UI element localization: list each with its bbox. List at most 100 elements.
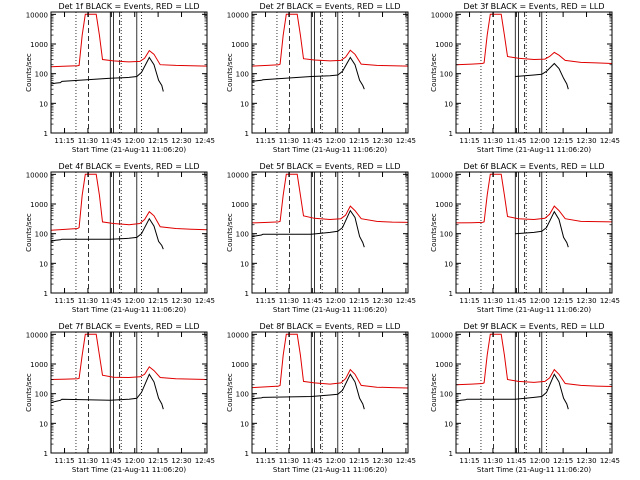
- series-lld-line: [456, 173, 612, 224]
- y-axis-label: Counts/sec: [430, 373, 438, 412]
- y-tick-label: 1: [449, 130, 453, 138]
- y-tick-label: 1000: [231, 201, 249, 209]
- y-axis-label: Counts/sec: [226, 373, 234, 412]
- x-tick-label: 12:15: [349, 137, 369, 145]
- x-tick-label: 11:30: [78, 457, 98, 465]
- plot-area: [51, 332, 207, 453]
- y-tick-label: 1000: [435, 201, 453, 209]
- x-tick-label: 11:30: [483, 457, 503, 465]
- x-tick-label: 12:00: [530, 297, 550, 305]
- x-tick-label: 11:15: [54, 137, 74, 145]
- y-tick-label: 10: [444, 100, 453, 108]
- y-tick-label: 10: [39, 260, 48, 268]
- chart-panel-7: Det 7f BLACK = Events, RED = LLD 1 10 100 10…: [25, 322, 215, 474]
- series-lld-line: [51, 13, 207, 68]
- x-tick-label: 11:45: [302, 457, 322, 465]
- x-tick-label: 12:15: [349, 297, 369, 305]
- plot-frame: [251, 11, 409, 134]
- x-tick-label: 11:30: [279, 457, 299, 465]
- x-tick-label: 11:15: [459, 137, 479, 145]
- x-axis-label: Start Time (21-Aug-11 11:06:20): [72, 306, 186, 314]
- chart-panel-1: Det 1f BLACK = Events, RED = LLD 1 10 100 10…: [25, 2, 215, 154]
- y-tick-label: 100: [440, 391, 453, 399]
- series-events-line: [252, 56, 365, 90]
- y-axis-label: Counts/sec: [226, 53, 234, 92]
- x-tick-label: 11:45: [101, 457, 121, 465]
- plot-area: [456, 172, 612, 293]
- x-tick-label: 12:30: [576, 137, 596, 145]
- x-tick-label: 11:45: [101, 297, 121, 305]
- y-tick-label: 100: [35, 391, 48, 399]
- plot-area: [252, 172, 408, 293]
- x-axis-label: Start Time (21-Aug-11 11:06:20): [72, 466, 186, 474]
- x-tick-label: 11:30: [279, 137, 299, 145]
- plot-frame: [50, 11, 208, 134]
- y-tick-label: 100: [440, 231, 453, 239]
- chart-panel-4: Det 4f BLACK = Events, RED = LLD 1 10 100 10…: [25, 162, 215, 314]
- x-tick-label: 12:15: [349, 457, 369, 465]
- x-axis-label: Start Time (21-Aug-11 11:06:20): [273, 146, 387, 154]
- plot-area: [456, 12, 612, 133]
- chart-title: Det 2f BLACK = Events, RED = LLD: [259, 2, 400, 11]
- y-tick-label: 1: [44, 450, 48, 458]
- x-tick-label: 12:45: [600, 457, 620, 465]
- plot-area: [51, 12, 207, 133]
- series-lld-line: [252, 333, 408, 389]
- x-tick-label: 11:15: [54, 297, 74, 305]
- x-tick-label: 11:30: [483, 137, 503, 145]
- x-tick-label: 12:15: [553, 297, 573, 305]
- chart-panel-6: Det 6f BLACK = Events, RED = LLD 1 10 100 10…: [430, 162, 620, 314]
- x-tick-label: 11:45: [506, 457, 526, 465]
- plot-frame: [251, 171, 409, 294]
- x-tick-label: 12:15: [148, 137, 168, 145]
- y-tick-label: 10: [444, 260, 453, 268]
- y-tick-label: 1000: [231, 41, 249, 49]
- y-tick-label: 10000: [227, 11, 249, 19]
- x-tick-label: 12:30: [171, 297, 191, 305]
- plot-area: [252, 12, 408, 133]
- y-tick-label: 1: [245, 130, 249, 138]
- y-axis-label: Counts/sec: [430, 53, 438, 92]
- y-tick-label: 10000: [26, 11, 48, 19]
- x-axis-label: Start Time (21-Aug-11 11:06:20): [477, 306, 591, 314]
- y-tick-label: 10: [240, 420, 249, 428]
- x-tick-label: 11:45: [101, 137, 121, 145]
- series-lld-line: [252, 173, 408, 224]
- y-tick-label: 10: [39, 100, 48, 108]
- x-axis-label: Start Time (21-Aug-11 11:06:20): [72, 146, 186, 154]
- plot-area: [456, 332, 612, 453]
- x-tick-label: 12:30: [372, 297, 392, 305]
- y-tick-label: 100: [35, 231, 48, 239]
- y-tick-label: 1: [449, 450, 453, 458]
- y-tick-label: 1: [44, 290, 48, 298]
- chart-panel-9: Det 9f BLACK = Events, RED = LLD 1 10 100 10…: [430, 322, 620, 474]
- series-lld-line: [456, 333, 612, 387]
- y-tick-label: 100: [236, 391, 249, 399]
- series-lld-line: [456, 13, 612, 66]
- x-tick-label: 12:30: [372, 137, 392, 145]
- plot-frame: [50, 331, 208, 454]
- y-tick-label: 1000: [30, 201, 48, 209]
- series-events-line: [515, 62, 569, 90]
- series-lld-line: [252, 13, 408, 67]
- x-tick-label: 11:15: [459, 457, 479, 465]
- x-tick-label: 11:30: [279, 297, 299, 305]
- y-axis-label: Counts/sec: [25, 213, 33, 252]
- x-tick-label: 11:15: [255, 137, 275, 145]
- x-tick-label: 12:45: [600, 137, 620, 145]
- plot-frame: [455, 171, 613, 294]
- y-tick-label: 10000: [431, 11, 453, 19]
- x-tick-label: 11:30: [483, 297, 503, 305]
- x-tick-label: 12:15: [148, 457, 168, 465]
- x-axis-label: Start Time (21-Aug-11 11:06:20): [273, 306, 387, 314]
- x-tick-label: 12:45: [396, 137, 416, 145]
- x-tick-label: 12:00: [326, 137, 346, 145]
- x-tick-label: 12:45: [195, 457, 215, 465]
- y-axis-label: Counts/sec: [430, 213, 438, 252]
- x-tick-label: 12:45: [396, 457, 416, 465]
- chart-title: Det 9f BLACK = Events, RED = LLD: [463, 322, 604, 331]
- x-tick-label: 11:30: [78, 137, 98, 145]
- chart-title: Det 5f BLACK = Events, RED = LLD: [259, 162, 400, 171]
- plot-frame: [455, 331, 613, 454]
